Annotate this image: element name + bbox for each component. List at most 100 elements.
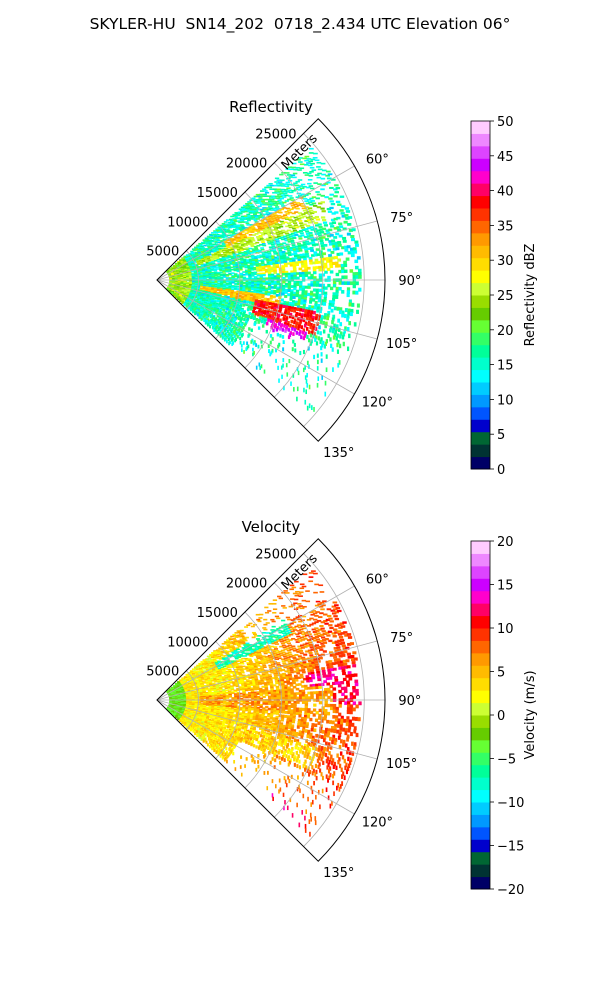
radar-cell bbox=[185, 683, 189, 686]
radar-cell bbox=[349, 247, 354, 251]
radar-cell bbox=[246, 224, 251, 226]
radar-cell bbox=[194, 295, 198, 299]
radar-cell bbox=[314, 174, 320, 176]
radar-cell bbox=[300, 234, 305, 237]
radar-cell bbox=[288, 211, 293, 214]
radar-cell bbox=[258, 211, 263, 214]
radar-cell bbox=[311, 169, 317, 171]
radar-cell bbox=[342, 332, 346, 337]
radar-cell bbox=[290, 199, 296, 201]
radar-cell bbox=[307, 207, 313, 210]
radar-cell bbox=[239, 255, 243, 257]
radar-cell bbox=[228, 222, 233, 225]
radar-cell bbox=[270, 268, 274, 271]
radar-cell bbox=[230, 230, 235, 232]
radar-cell bbox=[249, 264, 254, 267]
radar-cell bbox=[183, 700, 187, 703]
radar-cell bbox=[334, 211, 339, 214]
radar-cell bbox=[215, 256, 220, 258]
radar-cell bbox=[253, 273, 258, 276]
radar-cell bbox=[272, 232, 277, 235]
azimuth-gridline bbox=[156, 279, 355, 395]
radar-cell bbox=[248, 273, 252, 276]
radar-cell bbox=[268, 257, 273, 260]
radar-cell bbox=[282, 363, 284, 368]
radar-cell bbox=[235, 253, 240, 256]
radar-cell bbox=[197, 275, 201, 278]
radar-cell bbox=[275, 358, 277, 363]
radar-cell bbox=[252, 263, 257, 266]
radar-cell bbox=[215, 248, 219, 250]
radar-cell bbox=[217, 275, 221, 278]
radar-cell bbox=[288, 314, 292, 319]
radar-cell bbox=[332, 247, 337, 251]
radar-cell bbox=[190, 250, 194, 253]
radar-cell bbox=[321, 216, 326, 219]
radar-cell bbox=[316, 330, 320, 335]
radar-cell bbox=[271, 215, 276, 218]
radar-cell bbox=[202, 681, 207, 684]
radar-cell bbox=[226, 254, 231, 256]
radar-cell bbox=[303, 313, 307, 318]
radar-cell bbox=[267, 186, 273, 189]
radar-cell bbox=[300, 183, 306, 186]
radar-cell bbox=[239, 241, 244, 244]
radar-cell bbox=[256, 304, 260, 308]
radar-cell bbox=[343, 313, 347, 319]
radar-cell bbox=[276, 242, 281, 244]
radar-cell bbox=[295, 263, 299, 266]
radar-cell bbox=[251, 282, 255, 285]
radar-cell bbox=[267, 250, 271, 253]
colorbar-swatch bbox=[471, 158, 490, 172]
radar-cell bbox=[252, 228, 257, 231]
radar-cell bbox=[286, 312, 290, 316]
radar-cell bbox=[261, 324, 265, 328]
radar-cell bbox=[262, 202, 267, 204]
radar-cell bbox=[208, 253, 212, 256]
radar-cell bbox=[267, 286, 272, 289]
radar-cell bbox=[238, 266, 243, 268]
radar-cell bbox=[341, 269, 345, 274]
radar-cell bbox=[266, 213, 271, 216]
radar-cell bbox=[314, 316, 318, 321]
radar-cell bbox=[318, 250, 323, 253]
radar-cell bbox=[335, 272, 340, 277]
radar-cell bbox=[319, 320, 323, 325]
radar-cell bbox=[203, 697, 207, 700]
colorbar-swatch bbox=[471, 332, 490, 346]
radar-cell bbox=[329, 262, 333, 266]
radar-cell bbox=[287, 240, 292, 243]
radar-cell bbox=[248, 277, 252, 280]
radar-cell bbox=[197, 705, 201, 708]
radar-cell bbox=[263, 232, 268, 235]
radar-cell bbox=[260, 260, 265, 263]
radar-cell bbox=[203, 318, 206, 322]
radar-cell bbox=[318, 296, 322, 300]
radar-cell bbox=[280, 215, 285, 218]
radar-cell bbox=[285, 213, 290, 215]
radar-cell bbox=[289, 197, 294, 199]
radar-cell bbox=[235, 233, 240, 236]
radar-cell bbox=[326, 170, 331, 173]
radar-cell bbox=[245, 270, 249, 273]
radar-cell bbox=[266, 239, 271, 242]
radar-cell bbox=[268, 230, 273, 233]
radar-cell bbox=[218, 322, 221, 326]
radar-cell bbox=[208, 281, 213, 283]
radar-cell bbox=[229, 261, 233, 264]
radar-cell bbox=[296, 367, 299, 372]
radar-cell bbox=[273, 305, 277, 309]
radar-cell bbox=[311, 202, 317, 205]
radar-cell bbox=[279, 203, 285, 205]
radar-cell bbox=[262, 231, 267, 233]
radar-cell bbox=[262, 257, 267, 259]
radar-cell bbox=[275, 206, 280, 208]
radar-cell bbox=[335, 244, 339, 248]
radar-cell bbox=[262, 302, 266, 306]
radar-cell bbox=[219, 287, 224, 290]
radar-cell bbox=[303, 301, 307, 306]
radar-cell bbox=[256, 283, 261, 287]
radar-cell bbox=[331, 256, 336, 260]
radar-cell bbox=[315, 266, 320, 270]
radar-cell bbox=[244, 290, 249, 293]
